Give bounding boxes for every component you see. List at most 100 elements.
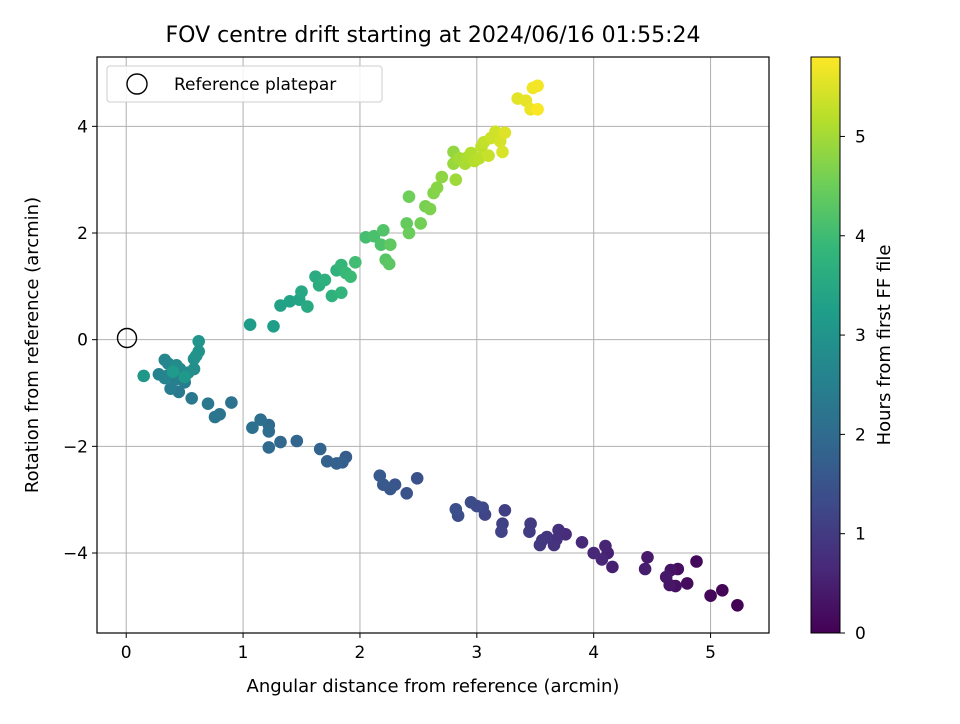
data-point <box>498 504 512 517</box>
data-point <box>192 335 205 348</box>
colorbar-tick-label: 0 <box>855 624 866 644</box>
data-point <box>313 442 327 456</box>
data-point <box>384 238 397 251</box>
data-point <box>400 487 414 500</box>
data-point <box>402 190 416 203</box>
data-point <box>495 525 508 538</box>
x-axis-ticks: 0 1 2 3 4 5 <box>121 633 716 663</box>
data-point <box>367 229 381 243</box>
y-axis-label: Rotation from reference (arcmin) <box>22 197 43 493</box>
data-point <box>192 345 205 358</box>
data-point <box>185 392 198 405</box>
data-point <box>262 425 276 438</box>
data-point <box>178 370 191 384</box>
data-point <box>690 555 703 568</box>
colorbar-tick-label: 5 <box>855 127 866 147</box>
data-point <box>659 570 673 584</box>
x-tick-label: 3 <box>471 643 482 663</box>
data-point <box>382 257 396 271</box>
data-points <box>137 79 744 612</box>
data-point <box>435 170 449 184</box>
grid-lines <box>97 57 769 633</box>
data-point <box>552 523 565 537</box>
data-point <box>246 421 259 435</box>
legend-box <box>106 65 383 103</box>
data-point <box>533 538 547 552</box>
data-point <box>330 457 343 470</box>
data-point <box>410 472 424 485</box>
plot-frame <box>96 56 770 634</box>
data-point <box>716 584 729 597</box>
data-point <box>731 599 744 612</box>
data-point <box>402 226 416 240</box>
data-point <box>531 103 544 116</box>
data-point <box>320 455 334 468</box>
data-point <box>531 79 544 93</box>
colorbar-tick-label: 3 <box>855 326 866 346</box>
data-point <box>166 365 180 379</box>
data-point <box>599 539 612 553</box>
data-point <box>377 224 390 237</box>
colorbar-tick-label: 2 <box>855 425 866 445</box>
data-point <box>283 295 297 308</box>
data-point <box>638 562 652 576</box>
data-point <box>482 149 495 162</box>
data-point <box>587 546 600 560</box>
y-tick-label: −2 <box>63 437 88 457</box>
x-tick-label: 2 <box>355 643 366 663</box>
data-point <box>641 551 654 564</box>
legend-marker <box>126 73 148 95</box>
y-tick-label: 4 <box>77 117 88 137</box>
data-point <box>704 589 717 602</box>
data-point <box>400 217 414 230</box>
y-tick-label: 2 <box>77 224 88 244</box>
data-point <box>373 469 387 483</box>
data-point <box>301 300 314 313</box>
data-point <box>496 145 509 159</box>
data-point <box>423 202 437 216</box>
data-point <box>414 217 428 230</box>
data-point <box>243 318 257 332</box>
x-tick-label: 4 <box>588 643 599 663</box>
colorbar-label: Hours from first FF file <box>874 245 895 446</box>
data-point <box>225 396 238 409</box>
colorbar-tick-label: 4 <box>855 227 866 247</box>
data-point <box>254 413 267 427</box>
data-point <box>318 273 332 287</box>
y-tick-label: 0 <box>77 331 88 351</box>
data-point <box>295 285 308 299</box>
data-point <box>449 503 463 516</box>
colorbar <box>810 56 841 634</box>
data-point <box>344 270 357 284</box>
reference-platepar-marker <box>116 327 138 349</box>
data-point <box>680 577 694 590</box>
y-axis-ticks: −4 −2 0 2 4 <box>63 117 97 564</box>
x-tick-label: 0 <box>121 643 132 663</box>
data-point <box>489 125 502 138</box>
data-point <box>208 410 222 424</box>
data-point <box>606 560 619 574</box>
data-point <box>335 286 348 300</box>
data-point <box>464 496 478 509</box>
data-point <box>374 238 388 251</box>
legend-entry: Reference platepar <box>174 75 336 95</box>
y-tick-label: −4 <box>63 544 88 564</box>
x-tick-label: 1 <box>238 643 249 663</box>
data-point <box>137 369 150 383</box>
colorbar-ticks: 0 1 2 3 4 5 <box>840 127 866 644</box>
x-tick-label: 5 <box>705 643 716 663</box>
data-point <box>267 320 280 333</box>
data-point <box>575 536 589 549</box>
data-point <box>274 435 287 449</box>
data-point <box>290 434 304 448</box>
data-point <box>187 362 201 376</box>
data-point <box>201 397 215 411</box>
colorbar-tick-label: 1 <box>855 525 866 545</box>
chart-title: FOV centre drift starting at 2024/06/16 … <box>166 23 701 48</box>
data-point <box>262 441 276 454</box>
data-point <box>430 181 444 194</box>
data-point <box>349 255 362 269</box>
legend: Reference platepar <box>106 65 383 103</box>
